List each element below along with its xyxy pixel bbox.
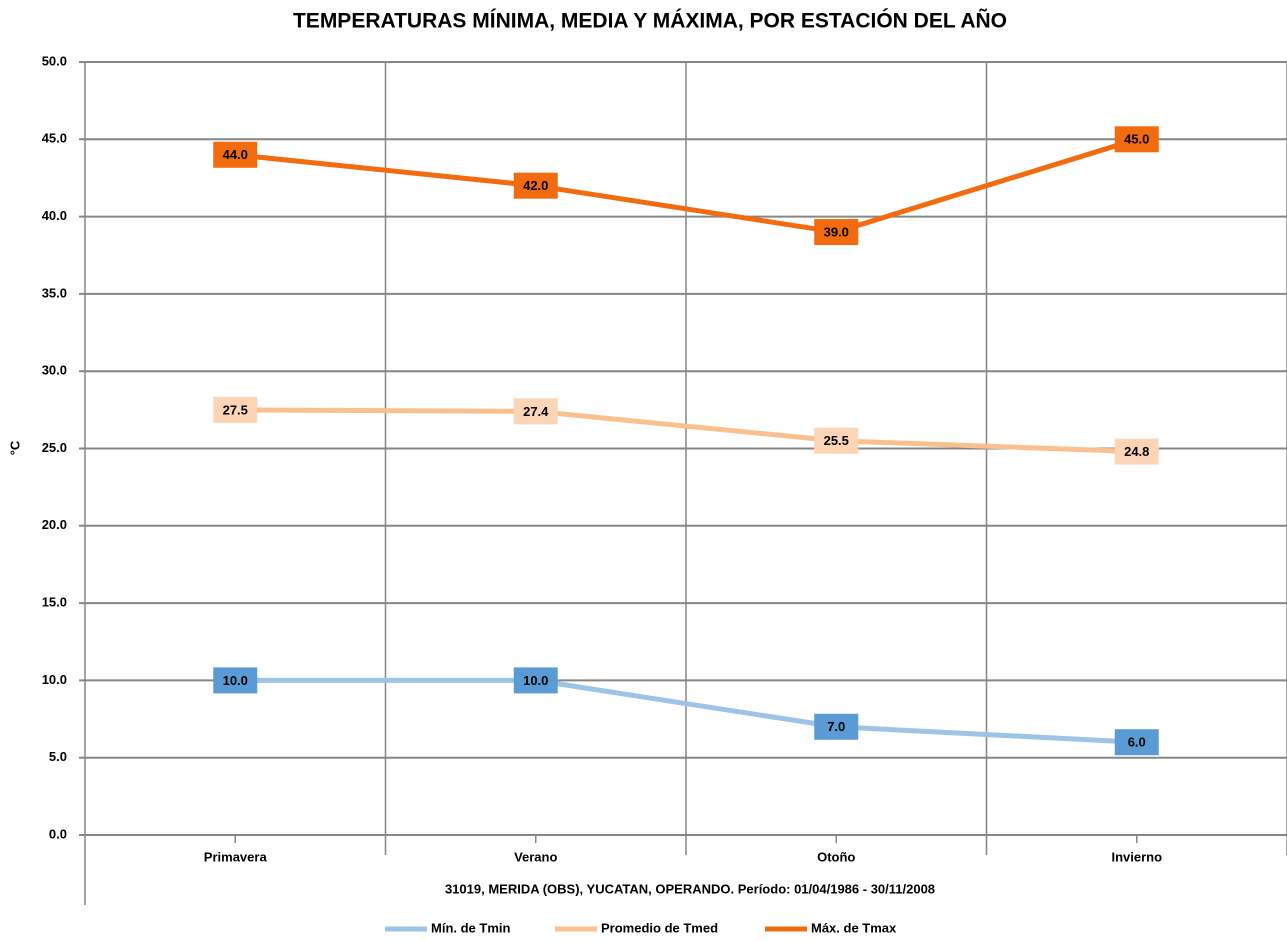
data-label: 45.0	[1124, 132, 1149, 147]
point-marker	[213, 396, 258, 423]
point-marker	[213, 667, 258, 694]
data-label: 27.4	[523, 404, 549, 419]
legend-label: Máx. de Tmax	[811, 920, 897, 935]
x-tick-label: Primavera	[204, 849, 268, 864]
point-marker	[814, 713, 859, 740]
data-label: 44.0	[223, 147, 248, 162]
x-tick-label: Verano	[514, 849, 557, 864]
x-tick-label: Invierno	[1111, 849, 1162, 864]
chart-title: TEMPERATURAS MÍNIMA, MEDIA Y MÁXIMA, POR…	[293, 9, 1007, 33]
data-label: 42.0	[523, 178, 548, 193]
data-label: 25.5	[824, 433, 849, 448]
y-tick-label: 50.0	[42, 53, 67, 68]
chart-subtitle: 31019, MERIDA (OBS), YUCATAN, OPERANDO. …	[445, 881, 935, 896]
data-label: 10.0	[223, 673, 248, 688]
data-label: 10.0	[523, 673, 548, 688]
data-label: 24.8	[1124, 444, 1149, 459]
data-label: 39.0	[824, 224, 849, 239]
legend-label: Mín. de Tmin	[431, 920, 511, 935]
point-marker	[814, 427, 859, 454]
point-marker	[513, 398, 558, 425]
y-tick-label: 35.0	[42, 285, 67, 300]
point-marker	[213, 141, 258, 168]
series-line	[235, 407, 1137, 455]
point-marker	[1114, 729, 1159, 756]
y-tick-label: 5.0	[49, 749, 67, 764]
x-tick-label: Otoño	[817, 849, 855, 864]
y-tick-label: 10.0	[42, 672, 67, 687]
y-tick-label: 20.0	[42, 517, 67, 532]
y-tick-label: 15.0	[42, 595, 67, 610]
point-marker	[513, 172, 558, 199]
y-tick-label: 30.0	[42, 363, 67, 378]
data-label: 7.0	[827, 719, 845, 734]
y-axis-label: °C	[7, 440, 22, 455]
y-tick-label: 45.0	[42, 131, 67, 146]
series-line	[235, 677, 1137, 745]
data-label: 6.0	[1128, 735, 1146, 750]
data-label: 27.5	[223, 402, 248, 417]
y-tick-label: 0.0	[49, 826, 67, 841]
y-tick-label: 25.0	[42, 440, 67, 455]
point-marker	[814, 219, 859, 246]
point-marker	[1114, 438, 1159, 465]
legend-label: Promedio de Tmed	[601, 920, 718, 935]
series-line	[234, 136, 1138, 235]
point-marker	[1114, 126, 1159, 153]
y-tick-label: 40.0	[42, 208, 67, 223]
point-marker	[513, 667, 558, 694]
